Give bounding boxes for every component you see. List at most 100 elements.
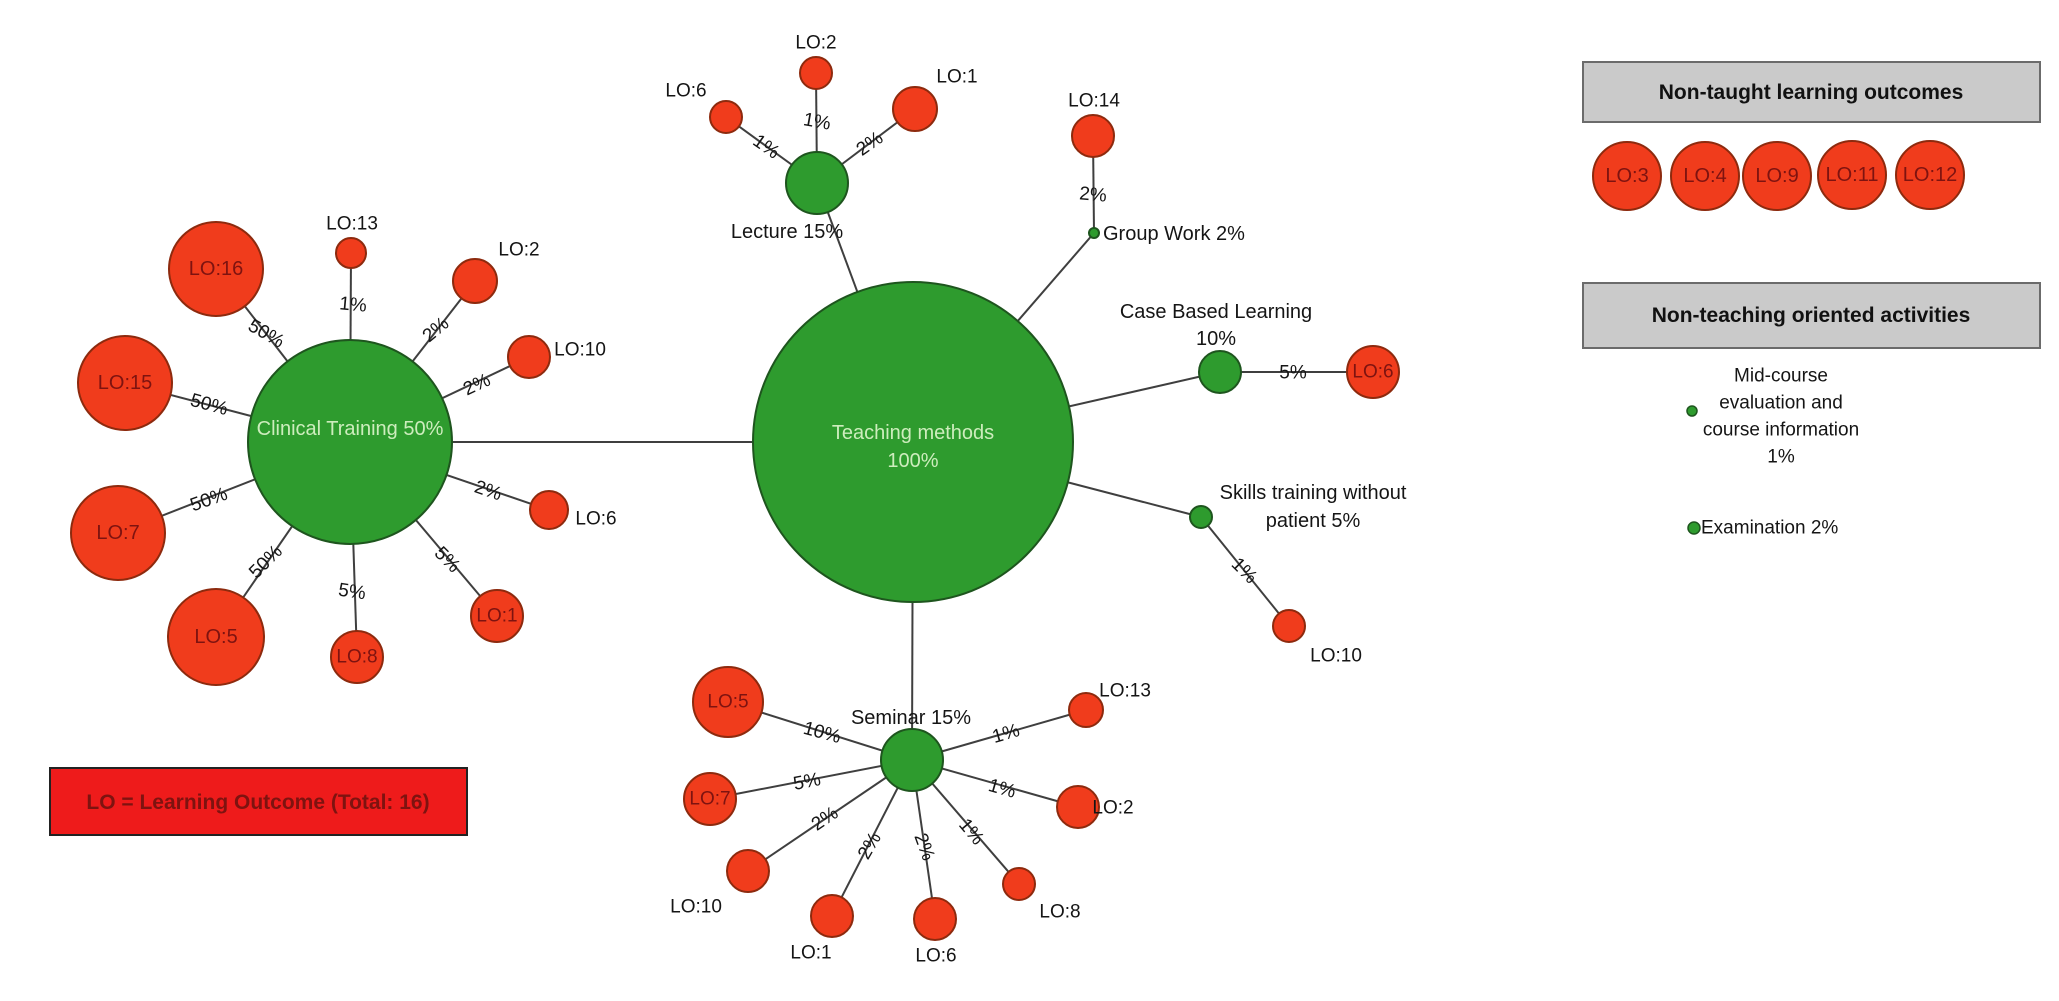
lo-node-circle-clinical-lo8 <box>330 630 384 684</box>
lo-node-label-seminar-lo13: LO:13 <box>1099 681 1151 702</box>
lo-node-circle-seminar-lo6 <box>913 897 957 941</box>
non-taught-circle-lo12 <box>1895 140 1965 210</box>
non-taught-circle-lo3 <box>1592 141 1662 211</box>
panel-non-taught: Non-taught learning outcomes LO:3 LO:4 LO:… <box>1582 61 2041 211</box>
lo-node-label-clinical-lo6: LO:6 <box>575 509 616 530</box>
edge-percent-label-clinical-lo15: 50% <box>188 390 230 420</box>
lo-node-label-cbl-lo6: LO:6 <box>1352 362 1393 383</box>
lo-node-circle-clinical-lo13 <box>335 237 367 269</box>
edge-percent-label-lecture-lo2: 1% <box>802 109 833 134</box>
edge-percent-label-lecture-lo6: 1% <box>749 131 784 164</box>
lo-node-circle-skills-lo10 <box>1272 609 1306 643</box>
hub-circle-teaching <box>752 281 1074 603</box>
hub-label-skills: patient 5% <box>1266 510 1361 532</box>
legend-box <box>49 767 468 836</box>
lo-node-label-lecture-lo2: LO:2 <box>795 33 836 54</box>
non-taught-panel-box <box>1582 61 2041 123</box>
lo-node-label-clinical-lo8: LO:8 <box>336 647 377 668</box>
edge-percent-label-clinical-lo2: 2% <box>419 313 454 347</box>
labels-layer: Teaching methods 100% Clinical Training 50… <box>96 33 1406 967</box>
hub-label-skills: Skills training without <box>1220 482 1407 504</box>
lo-node-circle-clinical-lo16 <box>168 221 264 317</box>
edge-percent-label-seminar-lo10: 2% <box>808 803 843 836</box>
lo-node-label-clinical-lo5: LO:5 <box>194 626 237 648</box>
legend-label: LO = Learning Outcome (Total: 16) <box>86 791 429 814</box>
lo-node-circle-seminar-lo2 <box>1056 785 1100 829</box>
edge-percent-label-seminar-lo13: 1% <box>990 720 1022 748</box>
lo-node-circle-seminar-lo7 <box>683 772 737 826</box>
lo-node-label-seminar-lo2: LO:2 <box>1092 798 1133 819</box>
hub-circle-skills <box>1189 505 1213 529</box>
lo-node-circle-clinical-lo7 <box>70 485 166 581</box>
non-taught-label-lo12: LO:12 <box>1903 164 1957 186</box>
lo-node-label-seminar-lo5: LO:5 <box>707 692 748 713</box>
panel-non-teaching: Non-teaching oriented activities Mid-cou… <box>1582 282 2041 539</box>
non-taught-circle-lo9 <box>1742 141 1812 211</box>
mid-course-evaluation-label: Mid-course <box>1734 366 1828 387</box>
hub-circle-cbl <box>1198 350 1242 394</box>
lo-node-label-lecture-lo1: LO:1 <box>936 67 977 88</box>
edge-percent-label-seminar-lo1: 2% <box>854 829 886 863</box>
lo-node-circle-seminar-lo13 <box>1068 692 1104 728</box>
non-teaching-panel-title: Non-teaching oriented activities <box>1652 304 1971 327</box>
nodes-layer <box>70 56 1400 941</box>
mid-course-evaluation-dot <box>1686 405 1698 417</box>
edge-percent-label-seminar-lo8: 1% <box>954 815 988 850</box>
hub-label-cbl: 10% <box>1196 328 1236 350</box>
hub-label-clinical: Clinical Training 50% <box>257 418 444 440</box>
lo-node-label-clinical-lo15: LO:15 <box>98 372 152 394</box>
non-teaching-panel-box <box>1582 282 2041 349</box>
edge-skills-lo10 <box>1200 516 1290 627</box>
non-taught-circle-lo4 <box>1670 141 1740 211</box>
lo-node-circle-clinical-lo2 <box>452 258 498 304</box>
edge-percent-label-clinical-lo5: 50% <box>245 541 287 583</box>
lo-node-label-seminar-lo6: LO:6 <box>915 946 956 967</box>
lo-node-circle-seminar-lo5 <box>692 666 764 738</box>
edge-percent-label-clinical-lo13: 1% <box>338 293 367 316</box>
edge-percent-label-clinical-lo8: 5% <box>337 580 367 605</box>
edge-percent-label-skills-lo10: 1% <box>1227 554 1261 588</box>
legend: LO = Learning Outcome (Total: 16) <box>49 767 468 836</box>
lo-node-circle-lecture-lo2 <box>799 56 833 90</box>
non-taught-label-lo3: LO:3 <box>1605 165 1648 187</box>
lo-node-circle-seminar-lo1 <box>810 894 854 938</box>
lo-node-label-seminar-lo8: LO:8 <box>1039 902 1080 923</box>
edge-percent-label-clinical-lo10: 2% <box>460 370 494 401</box>
edge-percent-label-clinical-lo6: 2% <box>472 477 505 506</box>
lo-node-circle-groupwork-lo14 <box>1071 114 1115 158</box>
lo-node-circle-seminar-lo8 <box>1002 867 1036 901</box>
examination-dot <box>1687 521 1701 535</box>
lo-node-label-seminar-lo10: LO:10 <box>670 897 722 918</box>
non-taught-label-lo4: LO:4 <box>1683 165 1726 187</box>
edge-percent-label-seminar-lo5: 10% <box>801 718 843 748</box>
lo-node-circle-clinical-lo15 <box>77 335 173 431</box>
lo-node-label-clinical-lo7: LO:7 <box>96 522 139 544</box>
hub-label-cbl: Case Based Learning <box>1120 301 1312 323</box>
non-teaching-activities: Mid-course evaluation and course informati… <box>1686 366 1859 539</box>
lo-node-label-seminar-lo1: LO:1 <box>790 943 831 964</box>
non-taught-label-lo11: LO:11 <box>1826 164 1879 186</box>
lo-node-circle-clinical-lo1 <box>470 589 524 643</box>
hub-label-teaching: 100% <box>887 450 938 472</box>
lo-node-circle-clinical-lo5 <box>167 588 265 686</box>
hub-circle-lecture <box>785 151 849 215</box>
edge-seminar-lo10 <box>747 759 913 872</box>
non-taught-circle-lo11 <box>1817 140 1887 210</box>
hub-label-lecture: Lecture 15% <box>731 221 844 243</box>
lo-node-label-lecture-lo6: LO:6 <box>665 81 706 102</box>
non-taught-panel-title: Non-taught learning outcomes <box>1659 81 1964 104</box>
lo-node-label-clinical-lo13: LO:13 <box>326 214 378 235</box>
mid-course-evaluation-label: course information <box>1703 420 1859 441</box>
edge-seminar-lo7 <box>709 759 913 800</box>
lo-node-circle-cbl-lo6 <box>1346 345 1400 399</box>
lo-node-label-seminar-lo7: LO:7 <box>689 789 730 810</box>
hub-label-groupwork: Group Work 2% <box>1103 223 1245 245</box>
examination-label: Examination 2% <box>1701 518 1838 539</box>
lo-node-label-clinical-lo16: LO:16 <box>189 258 243 280</box>
hub-circle-groupwork <box>1088 227 1100 239</box>
lo-node-circle-seminar-lo10 <box>726 849 770 893</box>
edge-percent-label-clinical-lo7: 50% <box>188 484 231 517</box>
edge-percent-label-groupwork-lo14: 2% <box>1078 183 1107 206</box>
hub-label-seminar: Seminar 15% <box>851 707 971 729</box>
